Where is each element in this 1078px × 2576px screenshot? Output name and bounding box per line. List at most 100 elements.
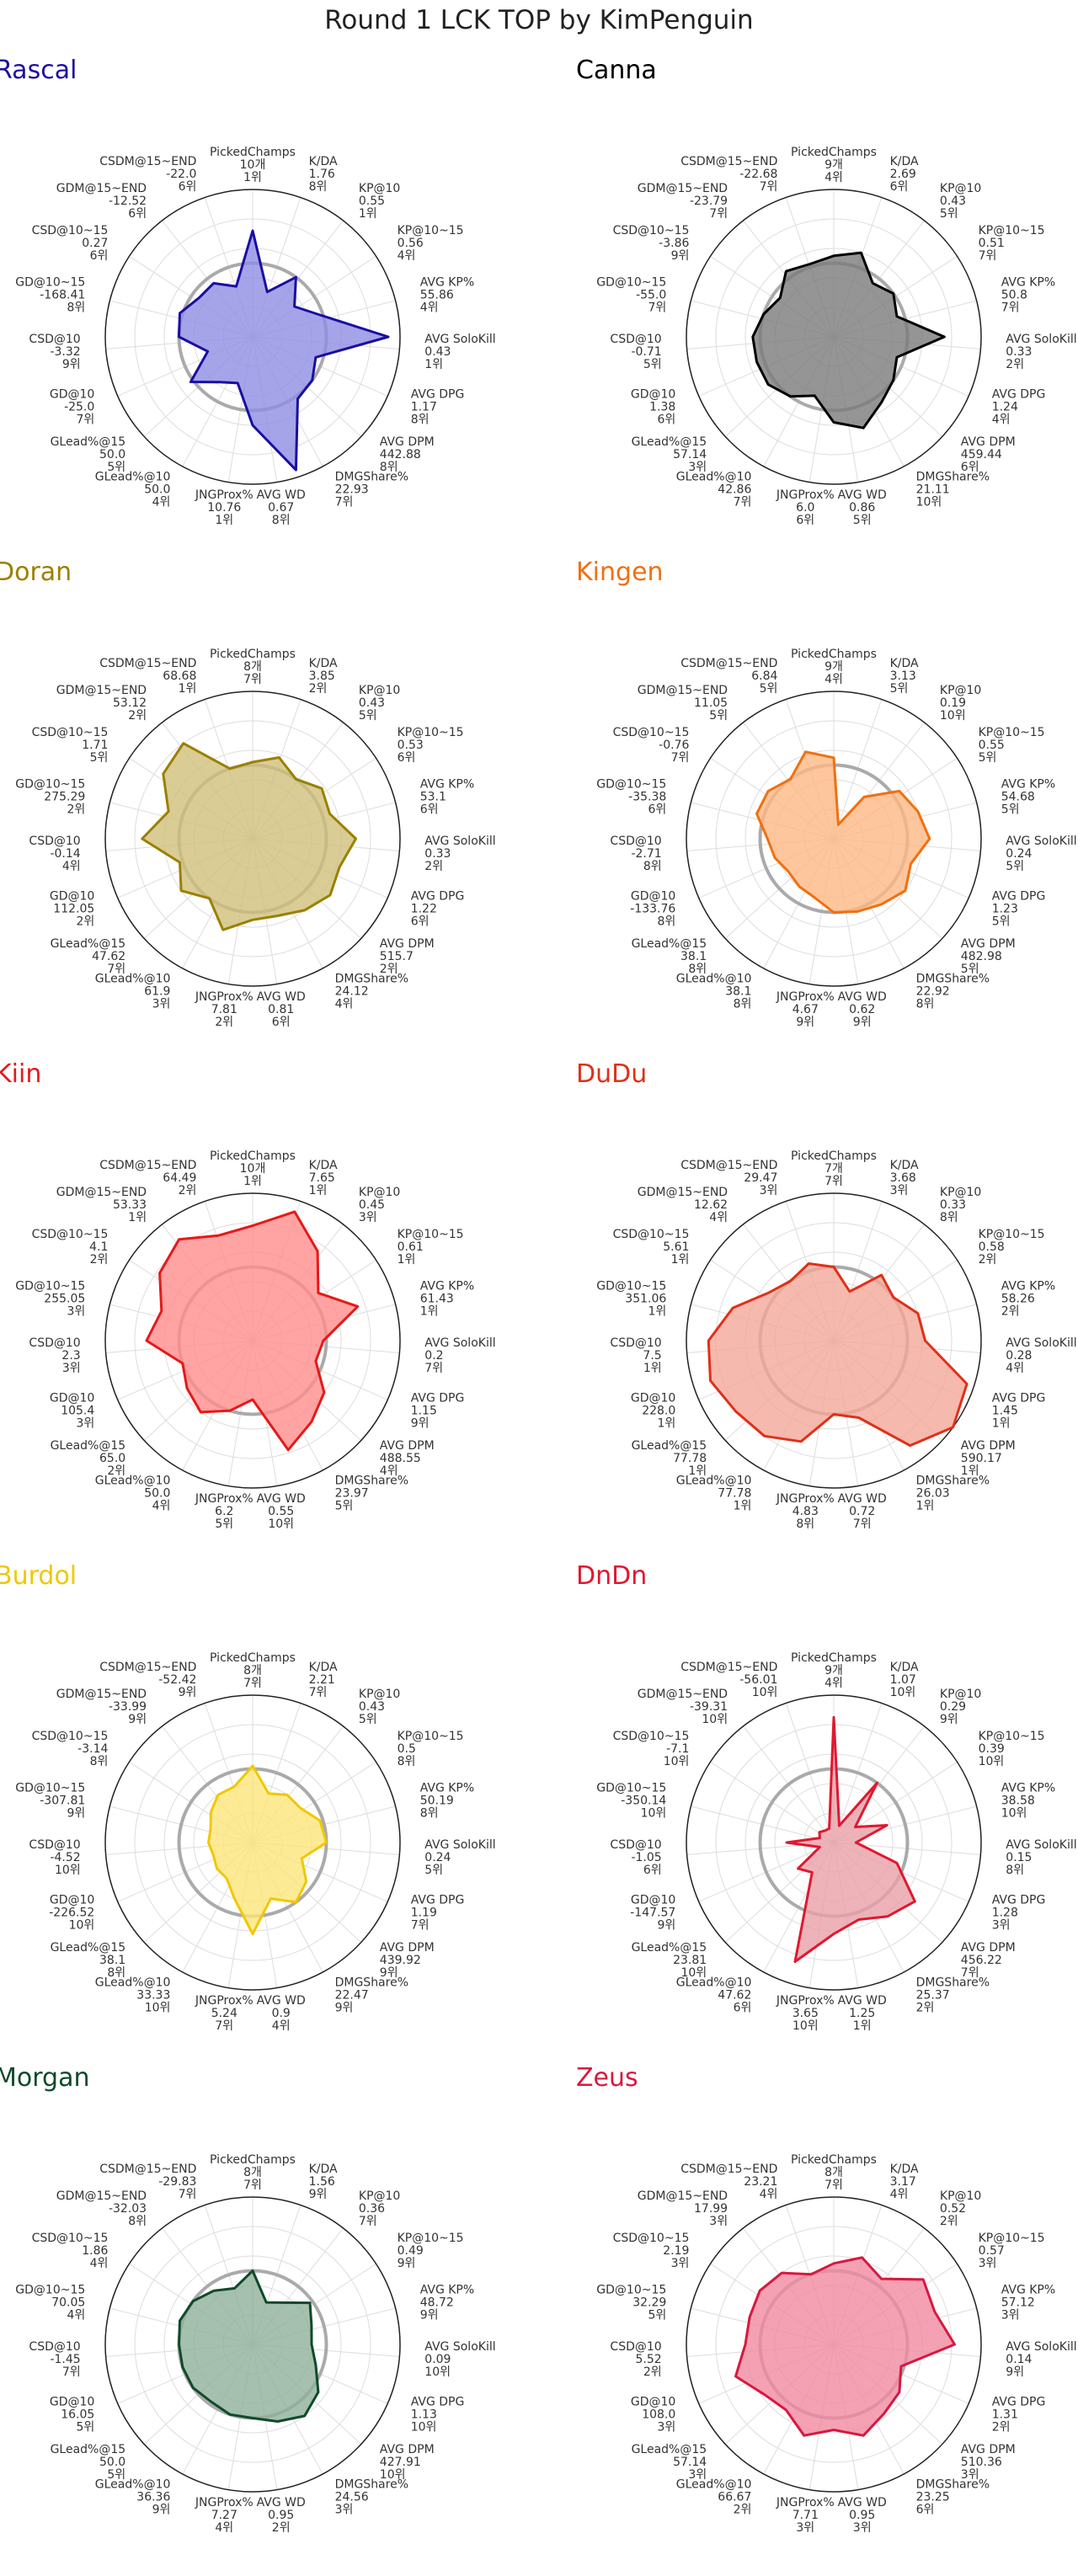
radar-panel-dndn: PickedChamps 9개 4위 K/DA 1.07 10위 KP@10 0.29 9위 KP… [576, 1561, 1078, 2061]
rank-label: 10위 [940, 709, 966, 723]
axis-label: GDM@15~END [638, 1688, 728, 1701]
stat-value-label: -307.81 [40, 1795, 85, 1808]
stat-value-label: 23.81 [673, 1954, 707, 1967]
rank-label: 5위 [648, 2309, 667, 2323]
stat-value-label: 12.62 [694, 1198, 728, 1212]
rank-label: 3위 [1001, 2309, 1020, 2323]
rank-label: 4위 [760, 2188, 778, 2201]
stat-value-label: 1.45 [992, 1404, 1018, 1417]
axis-label: AVG WD [838, 1994, 887, 2008]
rank-label: 7위 [825, 2179, 843, 2192]
rank-label: 7위 [979, 249, 997, 263]
rank-label: 8위 [128, 2215, 147, 2228]
rank-label: 3위 [77, 1416, 95, 1430]
stat-value-label: 53.1 [420, 791, 446, 804]
axis-label: AVG WD [257, 2496, 306, 2509]
stat-value-label: 0.61 [398, 1240, 424, 1254]
stat-value-label: -29.83 [158, 2175, 196, 2189]
axis-label: AVG DPM [380, 1941, 435, 1955]
stat-value-label: 1.15 [411, 1404, 437, 1417]
axis-label: CSD@10 [29, 1336, 80, 1350]
rank-label: 9위 [420, 2309, 439, 2323]
player-name: Burdol [0, 1561, 77, 1591]
axis-label: GLead%@15 [632, 2443, 707, 2456]
outer-frame [686, 189, 982, 485]
stat-value-label: -1.05 [631, 1851, 661, 1864]
stat-value-label: 0.62 [849, 1003, 875, 1016]
stat-value-label: 0.55 [268, 1505, 294, 1518]
axis-label: CSD@10 [610, 333, 661, 346]
axis-label: GDM@15~END [638, 684, 728, 697]
rank-label: 5위 [1001, 803, 1020, 817]
axis-label: CSD@10~15 [613, 2232, 690, 2245]
data-polygon [755, 750, 931, 914]
rank-label: 4위 [825, 673, 843, 686]
rank-label: 5위 [760, 682, 778, 696]
stat-value-label: 0.33 [1006, 345, 1032, 359]
axis-label: DMGShare% [335, 972, 408, 985]
data-polygon [207, 1764, 328, 1935]
radar-panel-doran: PickedChamps 8개 7위 K/DA 3.85 2위 KP@10 0.43 5위 KP@… [0, 557, 505, 1058]
rank-label: 6위 [796, 514, 814, 527]
stat-value-label: 57.14 [673, 2456, 707, 2469]
stat-value-label: -0.71 [631, 345, 661, 359]
rank-label: 7위 [411, 1918, 430, 1932]
stat-value-label: 0.67 [268, 501, 294, 515]
stat-value-label: 50.0 [144, 1486, 170, 1500]
rank-label: 9위 [853, 1016, 872, 1029]
stat-value-label: 1.24 [992, 400, 1018, 413]
stat-value-label: 10.76 [207, 501, 241, 515]
rank-label: 1위 [853, 2019, 872, 2033]
stat-value-label: 0.81 [268, 1003, 294, 1016]
rank-label: 4위 [335, 997, 354, 1011]
rank-label: 2위 [215, 1016, 233, 1029]
stat-value-label: -2.71 [631, 847, 661, 861]
axis-label: AVG SoloKill [1006, 1336, 1076, 1350]
rank-label: 9위 [179, 1686, 197, 1699]
stat-value-label: 0.28 [1006, 1349, 1032, 1363]
rank-label: 1위 [309, 1184, 328, 1197]
rank-label: 1위 [243, 1175, 262, 1188]
stat-value-label: 590.17 [961, 1452, 1002, 1465]
stat-value-label: 0.43 [359, 696, 385, 710]
axis-label: GLead%@15 [51, 937, 126, 951]
rank-label: 5위 [890, 682, 909, 696]
rank-label: 5위 [77, 2420, 95, 2434]
rank-label: 7위 [62, 2365, 81, 2379]
rank-label: 4위 [890, 2188, 909, 2201]
rank-label: 4위 [992, 413, 1011, 426]
axis-label: GDM@15~END [56, 182, 147, 195]
stat-value-label: 459.44 [961, 448, 1002, 461]
rank-label: 5위 [359, 709, 377, 723]
stat-value-label: 22.93 [335, 483, 369, 496]
axis-label: GLead%@10 [676, 2477, 752, 2491]
stat-value-label: 7.5 [643, 1349, 661, 1363]
stat-value-label: 9개 [825, 158, 843, 172]
axis-label: AVG DPM [961, 937, 1016, 951]
stat-value-label: 0.9 [272, 2007, 291, 2020]
stat-value-label: 0.43 [424, 345, 451, 359]
rank-label: 10위 [268, 1517, 294, 1531]
stat-value-label: 50.0 [99, 448, 125, 461]
rank-label: 2위 [979, 1253, 997, 1267]
rank-label: 3위 [961, 2468, 979, 2482]
stat-value-label: 55.86 [420, 289, 454, 302]
axis-label: CSD@10~15 [32, 1730, 109, 1743]
rank-label: 1위 [643, 1362, 662, 1375]
axis-label: CSDM@15~END [680, 2163, 777, 2176]
axis-label: KP@10~15 [979, 1730, 1045, 1743]
player-name: Rascal [0, 56, 77, 85]
axis-label: GD@10~15 [596, 2284, 666, 2297]
rank-label: 4위 [1006, 1362, 1024, 1375]
axis-label: KP@10~15 [979, 726, 1045, 739]
rank-label: 6위 [272, 1016, 291, 1029]
axis-label: CSD@10~15 [613, 224, 690, 237]
stat-value-label: 68.68 [163, 669, 196, 683]
stat-value-label: 0.33 [424, 847, 451, 861]
stat-value-label: -133.76 [630, 902, 675, 915]
rank-label: 6위 [179, 180, 197, 194]
radar-panel-morgan: PickedChamps 8개 7위 K/DA 1.56 9위 KP@10 0.36 7위 KP@… [0, 2063, 505, 2563]
rank-label: 9위 [398, 2257, 416, 2270]
